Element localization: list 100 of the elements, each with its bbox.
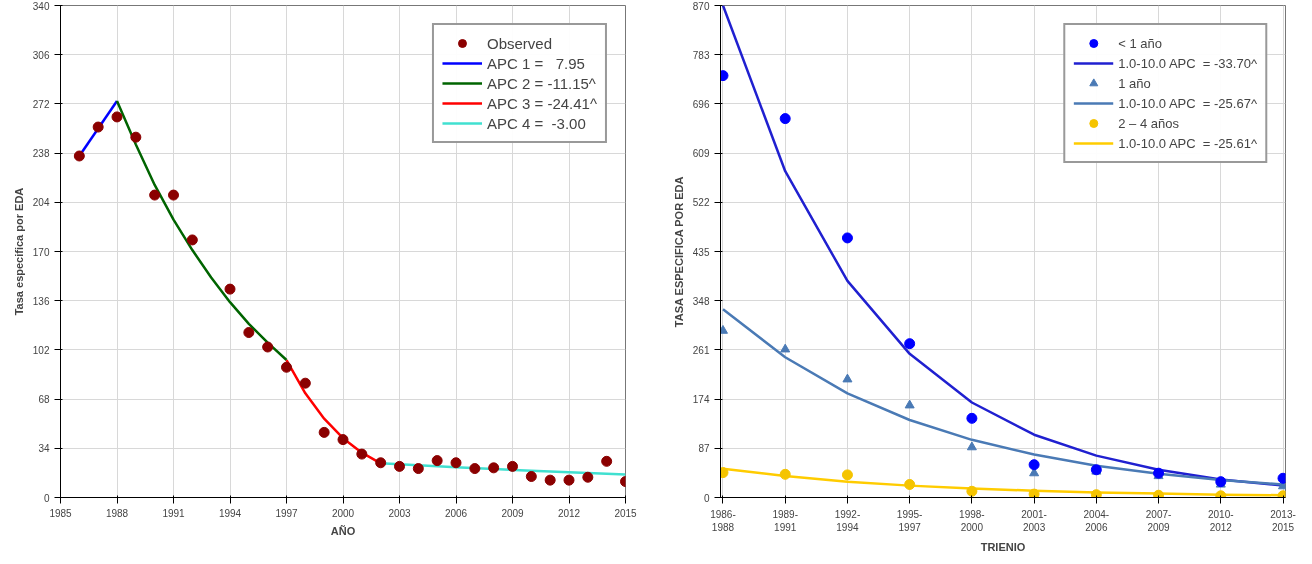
x-tick-label: 2009 [501,507,525,519]
legend-label: < 1 año [1118,35,1163,51]
x-tick-label: 1989-1991 [772,508,798,533]
y-tick-label: 68 [38,394,50,406]
point [525,471,537,483]
point [243,327,255,339]
x-tick-label: 1988 [105,507,129,519]
x-tick-label: 2000 [331,507,355,519]
legend-label: 1.0-10.0 APC = -25.61^ [1118,135,1257,151]
point [224,283,236,295]
point [281,361,292,373]
point [904,479,916,490]
point [582,471,594,483]
y-tick-label: 174 [692,394,710,406]
y-tick-label: 87 [698,443,710,455]
x-tick-label: 2006 [444,507,468,519]
point [780,343,791,353]
x-tick-label: 2010-2012 [1208,508,1234,533]
point [601,455,613,467]
x-axis-title: AÑO [330,524,356,537]
point [186,234,198,246]
y-tick-label: 696 [692,98,710,110]
y-tick-label: 306 [32,49,50,61]
y-tick-label: 0 [703,492,710,504]
y-tick-label: 272 [32,98,50,110]
legend-label: 2 – 4 años [1118,115,1179,131]
y-tick-label: 238 [32,148,50,160]
x-tick-label: 2001-2003 [1021,508,1047,533]
y-tick-label: 0 [43,492,50,504]
legend-label: 1.0-10.0 APC = -25.67^ [1118,95,1257,111]
point [1028,488,1040,498]
point [356,448,368,460]
y-tick-label: 136 [32,295,50,307]
point [394,460,405,472]
y-axis-title: TASA ESPECIFICA POR EDA [672,176,685,328]
point [318,426,330,438]
point [375,457,387,469]
y-axis-title: Tasa especifica por EDA [12,187,25,316]
y-tick-label: 870 [692,0,710,12]
point [966,441,977,451]
point [149,189,161,201]
x-tick-label: 2007-2009 [1145,508,1172,533]
point [1090,489,1102,498]
point [779,468,791,480]
point [507,460,518,472]
point [842,373,853,383]
point [1153,489,1165,498]
y-tick-label: 783 [692,49,710,61]
x-tick-label: 1991 [162,507,186,519]
point [904,338,916,350]
point [168,189,179,201]
y-tick-label: 435 [692,246,710,258]
point [73,150,85,162]
x-tick-label: 1985 [49,507,73,519]
legend-label: 1.0-10.0 APC = -33.70^ [1118,55,1257,71]
y-tick-label: 348 [692,295,710,307]
point [92,121,104,133]
x-tick-label: 2003 [388,507,412,519]
legend-label: 1 año [1118,75,1151,91]
y-tick-label: 609 [692,148,710,160]
y-tick-label: 170 [32,246,50,258]
y-tick-label: 102 [32,344,50,356]
y-tick-label: 522 [692,197,710,209]
x-tick-label: 1992-1994 [834,508,861,533]
point [544,474,556,486]
x-tick-label: 2004-2006 [1083,508,1110,533]
point [841,232,853,244]
point [904,399,915,409]
y-tick-label: 261 [692,344,710,356]
y-tick-label: 34 [38,443,50,455]
point [111,111,123,123]
point [966,412,978,424]
x-tick-label: 1998-2000 [959,508,985,533]
point [841,469,853,481]
x-tick-label: 2013-2015 [1270,508,1296,533]
point [262,341,274,353]
legend-label: APC 1 = 7.95 [486,54,585,72]
point [412,463,424,475]
legend-label: APC 4 = -3.00 [486,114,586,132]
point [450,457,462,469]
point [488,462,500,474]
y-tick-label: 204 [32,197,50,209]
point [1028,459,1040,471]
x-axis-title: TRIENIO [980,540,1026,553]
legend-label: APC 3 = -24.41^ [486,94,597,112]
point [299,377,311,389]
x-tick-label: 2012 [557,507,581,519]
x-tick-label: 1995-1997 [896,508,923,533]
legend-label: APC 2 = -11.15^ [486,74,596,92]
x-tick-label: 1997 [275,507,299,519]
x-tick-label: 1994 [218,507,242,519]
point [779,113,791,125]
point [337,434,349,446]
point [563,474,575,486]
x-tick-label: 2015 [614,507,638,519]
point [966,485,978,497]
point [130,131,142,143]
point [431,455,443,467]
legend-label: Observed [486,34,553,52]
y-tick-label: 340 [32,0,50,12]
